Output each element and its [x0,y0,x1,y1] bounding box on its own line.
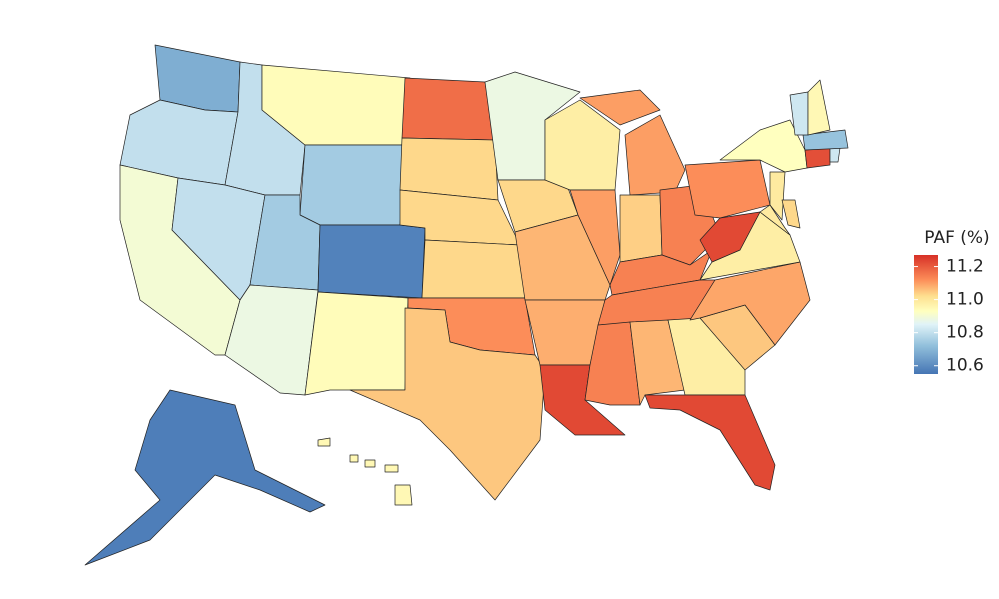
state [299,144,406,226]
state [644,394,776,491]
state [802,129,849,151]
state [684,159,771,219]
state [579,89,686,196]
state [401,77,496,141]
state [807,79,831,136]
state [224,284,319,396]
state [317,224,426,299]
state [421,239,526,299]
state [829,147,841,163]
state [399,137,499,201]
state [629,319,686,406]
colorbar-tick-label: 11.0 [946,290,984,310]
state [514,214,611,301]
colorbar-tick-label: 10.8 [946,323,984,343]
state [781,199,801,229]
colorbar [914,255,938,374]
state [689,261,811,346]
state [759,204,791,236]
state [619,194,663,263]
state [769,171,786,221]
state [804,147,831,169]
colorbar-tick-label: 11.2 [946,257,984,277]
state [569,189,621,286]
colorbar-tick-label: 10.6 [946,356,984,376]
state [349,307,546,501]
legend-title: PAF (%) [924,228,989,248]
states [84,44,849,566]
state [304,291,409,396]
state [699,211,761,263]
state [317,437,413,506]
state [84,389,326,566]
